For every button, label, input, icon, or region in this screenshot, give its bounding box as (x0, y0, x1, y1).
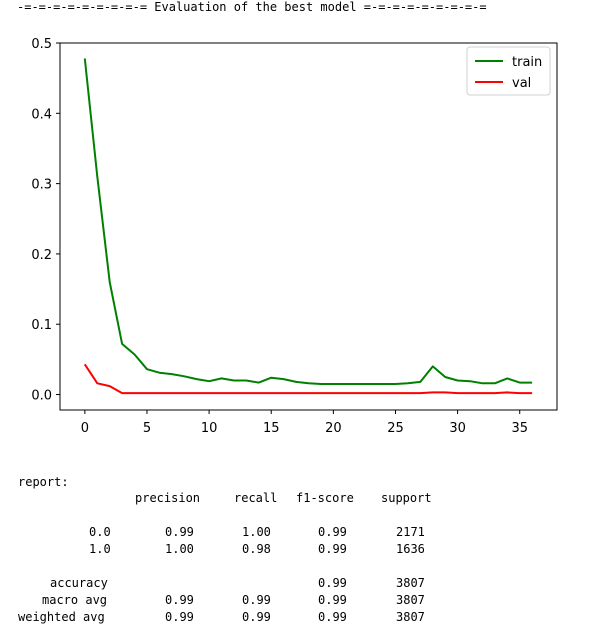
col-recall-header: recall (234, 491, 278, 505)
cell-precision: 0.99 (165, 610, 194, 624)
cell-precision: 0.99 (165, 525, 194, 539)
cell-precision: 1.00 (165, 542, 194, 556)
cell-support: 3807 (396, 576, 425, 590)
cell-recall: 0.99 (242, 593, 271, 607)
row-label: 1.0 (89, 542, 111, 556)
row-label: 0.0 (89, 525, 111, 539)
y-tick-label: 0.0 (31, 389, 52, 404)
legend-label-train: train (512, 55, 542, 70)
cell-f1: 0.99 (318, 576, 347, 590)
cell-f1: 0.99 (318, 542, 347, 556)
legend-label-val: val (512, 76, 531, 91)
row-label: accuracy (50, 576, 108, 590)
row-label: macro avg (42, 593, 108, 607)
loss-chart: 0 5 10 15 20 25 30 35 0.0 0.1 0.2 0.3 0.4 0.5 train val (31, 37, 558, 436)
y-tick-label: 0.1 (31, 318, 52, 333)
col-f1-header: f1-score (296, 491, 354, 505)
cell-precision: 0.99 (165, 593, 194, 607)
x-tick-label: 10 (201, 421, 218, 436)
col-support-header: support (381, 491, 432, 505)
plot-frame (59, 42, 558, 411)
cell-recall: 0.99 (242, 610, 271, 624)
cell-support: 3807 (396, 610, 425, 624)
cell-recall: 1.00 (242, 525, 271, 539)
cell-f1: 0.99 (318, 610, 347, 624)
y-tick-label: 0.3 (31, 178, 52, 193)
x-tick-label: 30 (449, 421, 466, 436)
y-tick-label: 0.2 (31, 248, 52, 263)
report-label: report: (18, 475, 69, 489)
x-tick-label: 5 (143, 421, 151, 436)
x-tick-label: 25 (387, 421, 404, 436)
cell-f1: 0.99 (318, 593, 347, 607)
series-line-train (83, 58, 533, 385)
output-header: -=-=-=-=-=-=-=-=-= Evaluation of the bes… (17, 0, 487, 14)
cell-recall: 0.98 (242, 542, 271, 556)
row-label: weighted avg (18, 610, 105, 624)
cell-support: 3807 (396, 593, 425, 607)
y-tick-label: 0.4 (31, 107, 52, 122)
x-tick-label: 20 (325, 421, 342, 436)
x-tick-label: 35 (511, 421, 528, 436)
series-line-val (83, 363, 533, 395)
cell-support: 1636 (396, 542, 425, 556)
cell-support: 2171 (396, 525, 425, 539)
y-tick-label: 0.5 (31, 37, 52, 52)
col-precision-header: precision (135, 491, 201, 505)
cell-f1: 0.99 (318, 525, 347, 539)
x-tick-label: 15 (263, 421, 280, 436)
x-tick-label: 0 (81, 421, 89, 436)
